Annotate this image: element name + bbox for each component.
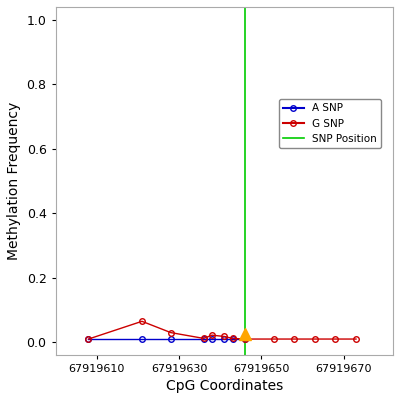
- Y-axis label: Methylation Frequency: Methylation Frequency: [7, 102, 21, 260]
- Legend: A SNP, G SNP, SNP Position: A SNP, G SNP, SNP Position: [279, 99, 381, 148]
- X-axis label: CpG Coordinates: CpG Coordinates: [166, 379, 283, 393]
